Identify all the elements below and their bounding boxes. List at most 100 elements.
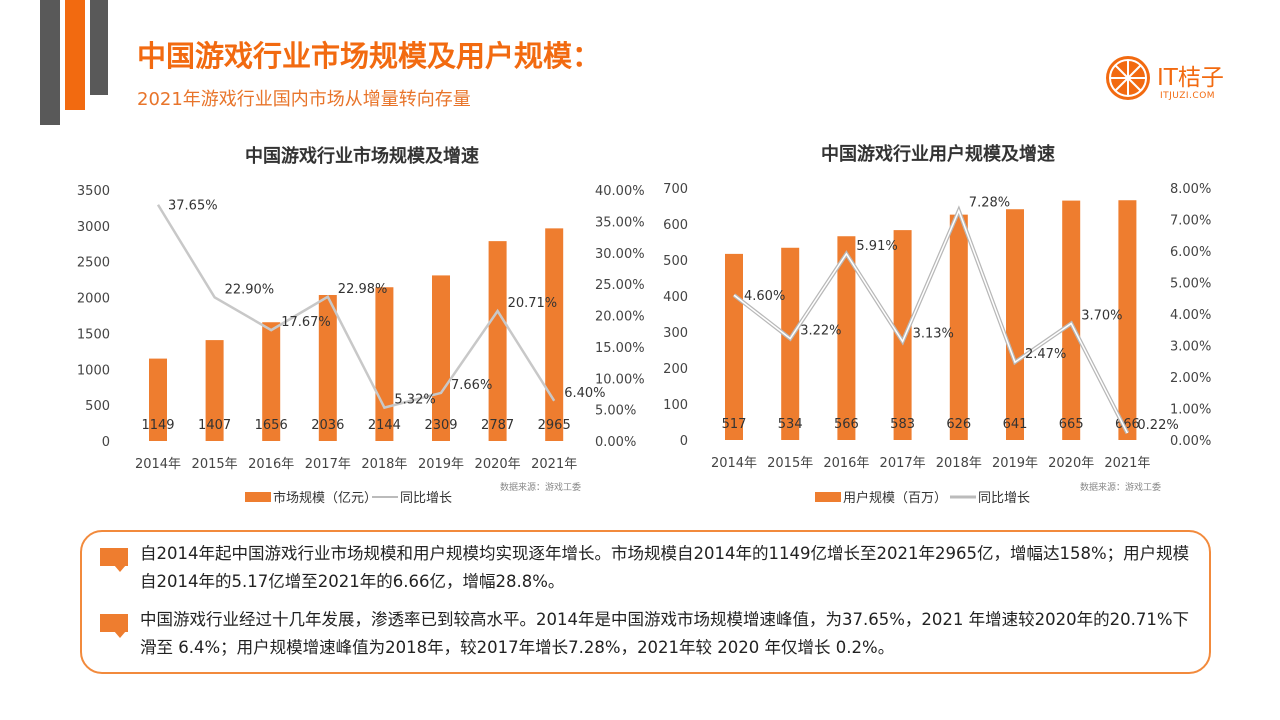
y2-tick-label: 2.00% [1170, 371, 1211, 386]
growth-value-label: 22.98% [338, 282, 388, 297]
x-tick-label: 2016年 [248, 457, 294, 472]
y2-tick-label: 8.00% [1170, 182, 1211, 197]
summary-paragraph-2: 中国游戏行业经过十几年发展，渗透率已到较高水平。2014年是中国游戏市场规模增速… [140, 610, 1190, 657]
legend-swatch-bar [245, 492, 271, 502]
growth-line [156, 204, 556, 410]
bar-value-label: 583 [890, 417, 915, 432]
x-tick-label: 2016年 [823, 456, 869, 471]
legend-label: 同比增长 [978, 491, 1030, 506]
y2-tick-label: 1.00% [1170, 403, 1211, 418]
growth-value-label: 20.71% [508, 296, 558, 311]
y-tick-label: 200 [663, 362, 688, 377]
deco-bar-orange [65, 0, 85, 110]
bar-value-label: 665 [1059, 417, 1084, 432]
y2-tick-label: 0.00% [1170, 434, 1211, 449]
x-tick-label: 2021年 [531, 457, 577, 472]
y2-tick-label: 35.00% [595, 215, 645, 230]
legend-label: 市场规模（亿元） [273, 490, 377, 506]
y-tick-label: 1500 [77, 327, 110, 342]
y-tick-label: 0 [680, 434, 688, 449]
growth-value-label: 0.22% [1137, 418, 1178, 433]
growth-value-label: 5.32% [394, 393, 435, 408]
summary-paragraph-1: 自2014年起中国游戏行业市场规模和用户规模均实现逐年增长。市场规模自2014年… [140, 544, 1190, 591]
chart-title: 中国游戏行业市场规模及增速 [245, 145, 479, 167]
bar [1062, 200, 1081, 440]
y2-tick-label: 4.00% [1170, 308, 1211, 323]
x-tick-label: 2018年 [936, 456, 982, 471]
y-tick-label: 2500 [77, 256, 110, 271]
orange-slice-icon [1106, 56, 1150, 100]
y-tick-label: 500 [663, 254, 688, 269]
bar [1118, 200, 1137, 440]
legend-label: 同比增长 [400, 491, 452, 506]
summary-box [80, 530, 1211, 674]
growth-value-label: 5.91% [856, 239, 897, 254]
bar-value-label: 2144 [368, 418, 401, 433]
y-tick-label: 400 [663, 290, 688, 305]
x-tick-label: 2019年 [418, 457, 464, 472]
y2-tick-label: 5.00% [1170, 277, 1211, 292]
logo-name: IT桔子 [1157, 65, 1224, 91]
y2-tick-label: 7.00% [1170, 214, 1211, 229]
y-tick-label: 2000 [77, 292, 110, 307]
bar [545, 228, 564, 441]
bar-value-label: 2309 [424, 418, 457, 433]
y-tick-label: 3500 [77, 184, 110, 199]
x-tick-label: 2020年 [1048, 456, 1094, 471]
x-tick-label: 2020年 [475, 457, 521, 472]
y2-tick-label: 25.00% [595, 278, 645, 293]
bar [432, 275, 450, 441]
y2-tick-label: 6.00% [1170, 245, 1211, 260]
growth-value-label: 3.22% [800, 324, 841, 339]
logo: IT桔子 ITJUZI.COM [1105, 55, 1224, 101]
growth-value-label: 3.70% [1081, 308, 1122, 323]
source-note: 数据来源：游戏工委 [500, 481, 581, 493]
y2-tick-label: 0.00% [595, 435, 636, 450]
y2-tick-label: 40.00% [595, 184, 645, 199]
y-tick-label: 600 [663, 218, 688, 233]
bar-value-label: 1149 [141, 418, 174, 433]
x-tick-label: 2017年 [880, 456, 926, 471]
source-note: 数据来源：游戏工委 [1080, 481, 1161, 493]
growth-value-label: 6.40% [564, 386, 605, 401]
bar [318, 294, 337, 441]
bar-value-label: 626 [946, 417, 971, 432]
bar-value-label: 1407 [198, 418, 231, 433]
bar [949, 214, 968, 440]
deco-bar-grey-2 [90, 0, 108, 95]
page-title: 中国游戏行业市场规模及用户规模： [137, 39, 602, 73]
legend-label: 用户规模（百万） [843, 490, 947, 506]
x-tick-label: 2014年 [711, 456, 757, 471]
y-tick-label: 300 [663, 326, 688, 341]
x-tick-label: 2018年 [361, 457, 407, 472]
growth-value-label: 4.60% [744, 289, 785, 304]
growth-value-label: 3.13% [913, 326, 954, 341]
deco-bar-grey-1 [40, 0, 60, 125]
bar [725, 253, 743, 440]
bar [1006, 209, 1024, 440]
bar-value-label: 566 [834, 417, 859, 432]
growth-line-inner [733, 208, 1129, 434]
y2-tick-label: 20.00% [595, 310, 645, 325]
growth-value-label: 7.66% [451, 378, 492, 393]
x-tick-label: 2017年 [305, 457, 351, 472]
y2-tick-label: 15.00% [595, 341, 645, 356]
bar-value-label: 2787 [481, 418, 514, 433]
bar-value-label: 2965 [538, 418, 571, 433]
bar-value-label: 534 [778, 417, 803, 432]
bar-value-label: 1656 [255, 418, 288, 433]
y-tick-label: 1000 [77, 363, 110, 378]
x-tick-label: 2019年 [992, 456, 1038, 471]
y-tick-label: 0 [102, 435, 110, 450]
chart-title: 中国游戏行业用户规模及增速 [821, 143, 1055, 165]
bar-value-label: 517 [722, 417, 747, 432]
x-tick-label: 2015年 [192, 457, 238, 472]
bar [893, 230, 912, 440]
bar [837, 236, 856, 440]
bar [375, 287, 394, 441]
growth-value-label: 2.47% [1025, 347, 1066, 362]
y2-tick-label: 10.00% [595, 372, 645, 387]
x-tick-label: 2015年 [767, 456, 813, 471]
bar-value-label: 641 [1003, 417, 1028, 432]
